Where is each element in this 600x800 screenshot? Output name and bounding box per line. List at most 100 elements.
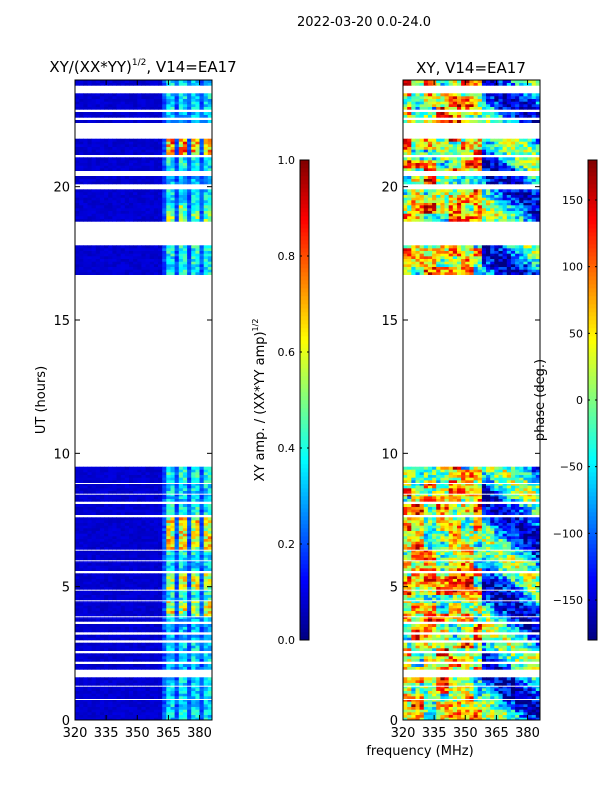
heatmap-cell	[95, 216, 101, 219]
heatmap-cell	[149, 253, 155, 257]
heatmap-cell	[162, 541, 167, 545]
heatmap-cell	[87, 162, 93, 166]
heatmap-cell	[116, 472, 122, 475]
heatmap-cell	[112, 525, 117, 529]
heatmap-cell	[170, 469, 176, 473]
heatmap-cell	[403, 146, 408, 150]
heatmap-cell	[95, 192, 101, 195]
heatmap-cell	[91, 544, 97, 547]
heatmap-cell	[95, 520, 101, 523]
heatmap-cell	[91, 248, 97, 251]
heatmap-cell	[116, 477, 122, 481]
heatmap-cell	[195, 258, 200, 262]
heatmap-cell	[166, 584, 171, 587]
heatmap-cell	[191, 686, 196, 689]
heatmap-cell	[182, 256, 188, 259]
heatmap-cell	[141, 114, 146, 118]
heatmap-cell	[158, 700, 163, 702]
colorbar-segment	[300, 596, 309, 601]
heatmap-cell	[461, 104, 466, 107]
heatmap-cell	[141, 642, 146, 646]
heatmap-cell	[95, 472, 101, 475]
heatmap-cell	[195, 202, 200, 206]
heatmap-cell	[129, 178, 134, 182]
heatmap-cell	[166, 253, 171, 257]
heatmap-cell	[158, 480, 163, 483]
heatmap-cell	[83, 469, 88, 473]
heatmap-cell	[129, 642, 134, 646]
heatmap-cell	[158, 528, 163, 531]
heatmap-cell	[178, 653, 184, 657]
heatmap-cell	[153, 165, 159, 169]
heatmap-cell	[195, 601, 200, 603]
heatmap-cell	[182, 522, 188, 526]
heatmap-cell	[91, 656, 97, 659]
heatmap-cell	[133, 178, 138, 182]
amplitude-title: XY/(XX*YY)1/2, V14=EA17	[49, 58, 236, 76]
heatmap-cell	[191, 248, 196, 251]
heatmap-cell	[145, 93, 151, 97]
heatmap-cell	[83, 550, 88, 553]
heatmap-cell	[170, 626, 176, 630]
heatmap-cell	[419, 98, 425, 102]
colorbar-segment	[300, 216, 309, 221]
heatmap-cell	[99, 194, 105, 198]
heatmap-cell	[129, 202, 134, 206]
heatmap-cell	[178, 608, 184, 611]
heatmap-cell	[162, 648, 167, 651]
heatmap-cell	[523, 112, 528, 115]
heatmap-cell	[75, 266, 80, 270]
heatmap-cell	[203, 658, 209, 662]
heatmap-cell	[477, 93, 483, 97]
heatmap-cell	[457, 106, 462, 110]
heatmap-cell	[162, 496, 167, 499]
heatmap-cell	[79, 96, 84, 99]
heatmap-cell	[99, 504, 105, 507]
heatmap-cell	[95, 104, 101, 107]
heatmap-cell	[104, 264, 109, 267]
heatmap-cell	[158, 112, 163, 115]
heatmap-cell	[133, 496, 138, 499]
heatmap-cell	[153, 706, 159, 710]
heatmap-cell	[141, 269, 146, 273]
heatmap-cell	[120, 709, 126, 713]
heatmap-cell	[174, 688, 180, 691]
heatmap-cell	[490, 98, 495, 102]
heatmap-cell	[79, 700, 84, 702]
heatmap-cell	[87, 541, 93, 545]
heatmap-cell	[79, 696, 84, 699]
heatmap-cell	[129, 469, 134, 473]
heatmap-cell	[535, 104, 541, 107]
heatmap-cell	[99, 200, 105, 203]
heatmap-cell	[129, 709, 134, 713]
heatmap-cell	[187, 474, 192, 478]
heatmap-cell	[87, 253, 93, 257]
heatmap-cell	[153, 96, 159, 99]
heatmap-cell	[162, 602, 167, 606]
heatmap-cell	[170, 706, 176, 710]
heatmap-cell	[145, 160, 151, 163]
heatmap-cell	[124, 624, 130, 627]
heatmap-cell	[95, 146, 101, 150]
heatmap-cell	[124, 146, 130, 150]
heatmap-cell	[162, 202, 167, 206]
heatmap-cell	[95, 157, 101, 161]
heatmap-cell	[83, 218, 88, 222]
heatmap-cell	[87, 512, 93, 515]
heatmap-cell	[207, 576, 213, 579]
heatmap-cell	[191, 200, 196, 203]
heatmap-cell	[191, 218, 196, 222]
heatmap-cell	[116, 144, 122, 147]
heatmap-cell	[187, 554, 192, 558]
heatmap-cell	[535, 149, 541, 153]
heatmap-cell	[99, 157, 105, 161]
heatmap-cell	[108, 474, 113, 478]
heatmap-cell	[170, 561, 176, 563]
heatmap-cell	[99, 506, 105, 510]
heatmap-cell	[162, 608, 167, 611]
heatmap-cell	[141, 629, 146, 633]
heatmap-cell	[116, 178, 122, 182]
heatmap-cell	[133, 714, 138, 718]
heatmap-cell	[141, 602, 146, 606]
heatmap-cell	[427, 112, 433, 115]
